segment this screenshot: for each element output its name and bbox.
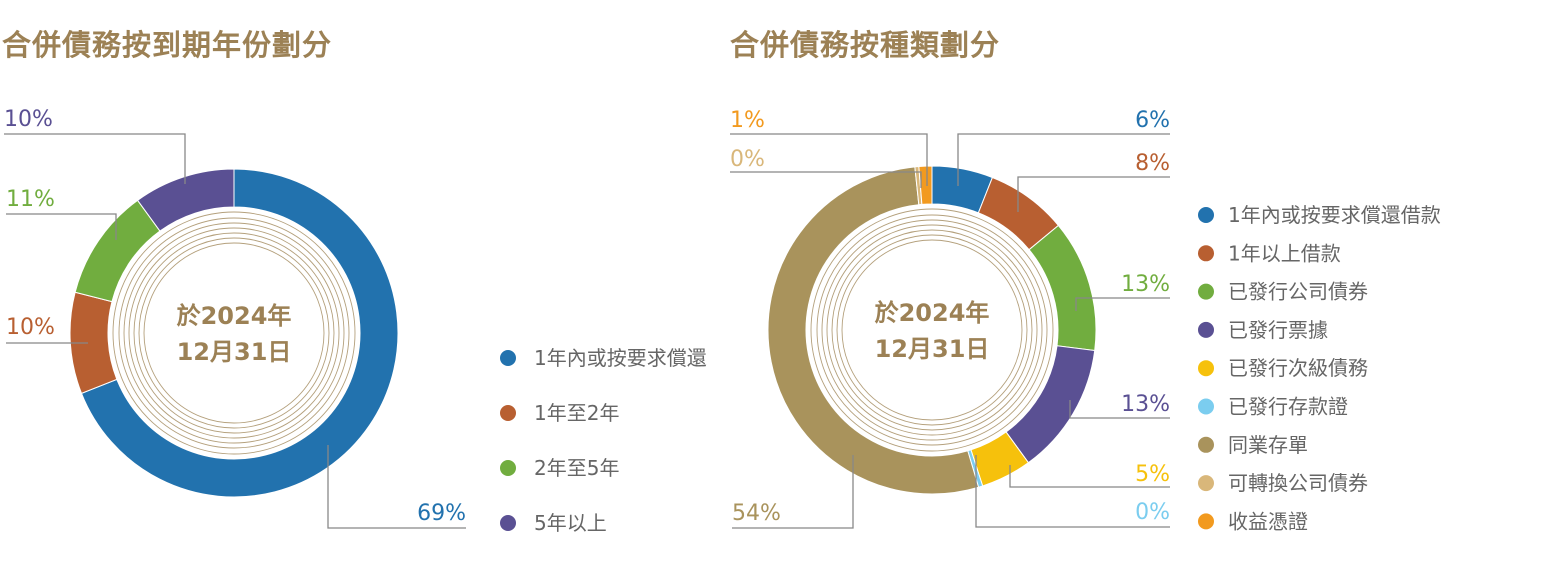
center-label-1-line-2: 12月31日 [177,338,292,366]
center-label-1-line-1: 於2024年 [177,302,292,330]
legend-label-1-0: 1年內或按要求償還 [534,346,707,370]
chart-title-maturity: 合併債務按到期年份劃分 [2,28,333,62]
leader-line-2-5 [975,455,1170,528]
legend-1: 1年內或按要求償還 1年至2年 2年至5年 5年以上 [500,346,707,535]
leader-line-2-8 [730,133,928,186]
pct-label-1-1: 10% [6,315,55,340]
legend-label-2-5: 已發行存款證 [1228,395,1348,419]
legend-swatch-2-4 [1198,360,1214,377]
leader-line-2-7 [730,171,922,188]
leader-line-1-0 [327,445,466,529]
pct-label-2-7: 0% [730,147,765,172]
legend-label-1-3: 5年以上 [534,511,607,535]
legend-2: 1年內或按要求償還借款 1年以上借款已發行公司債券已發行票據已發行次級債務已發行存… [1198,203,1441,533]
donut-2-slice-8 [918,165,933,205]
leader-line-1-3 [4,133,186,184]
center-rings-2 [810,208,1054,452]
legend-label-2-6: 同業存單 [1228,433,1308,457]
legend-label-2-2: 已發行公司債券 [1228,280,1368,304]
legend-swatch-2-2 [1198,283,1214,300]
legend-swatch-2-8 [1198,513,1214,530]
leader-line-2-1 [1017,176,1170,212]
legend-swatch-2-6 [1198,436,1214,453]
legend-swatch-2-5 [1198,398,1214,415]
pct-label-2-1: 8% [1135,151,1170,176]
legend-label-2-1: 1年以上借款 [1228,241,1341,265]
donut-1-slice-3 [136,168,235,232]
legend-swatch-2-1 [1198,245,1214,262]
donut-1-slice-2 [74,199,161,303]
leader-line-1-2 [6,213,117,240]
donut-2-slice-6 [767,166,980,495]
legend-swatch-2-0 [1198,207,1214,223]
chart-title-type: 合併債務按種類劃分 [730,28,1001,62]
legend-swatch-1-2 [500,460,516,476]
donut-chart-2: 於2024年 12月31日 6% 8% 13% 13% 5% 0% 54% 0% 1% 1年內或按要求… [730,108,1441,533]
leader-line-2-2 [1075,297,1170,311]
pct-label-2-3: 13% [1121,392,1170,417]
legend-label-1-1: 1年至2年 [534,401,619,425]
legend-label-2-7: 可轉換公司債券 [1228,471,1368,495]
legend-swatch-1-3 [500,515,516,531]
pct-label-2-2: 13% [1121,272,1170,297]
pct-label-2-5: 0% [1135,500,1170,525]
legend-label-2-4: 已發行次級債務 [1228,356,1368,380]
legend-label-1-2: 2年至5年 [534,456,619,480]
leader-line-2-6 [732,455,854,529]
pct-label-1-0: 69% [417,501,466,526]
pct-label-2-0: 6% [1135,108,1170,133]
pct-label-1-3: 10% [4,107,53,132]
legend-swatch-1-1 [500,405,516,421]
legend-swatch-2-7 [1198,475,1214,492]
legend-label-2-3: 已發行票據 [1228,318,1328,342]
center-label-2-line-2: 12月31日 [875,335,990,363]
leader-line-2-4 [1009,465,1170,488]
center-rings-1 [112,211,356,455]
donut-chart-1: 於2024年 12月31日 69% 10% 11% 10% 1年內或按要求償還 1年至2年 2年… [4,107,707,535]
leader-line-2-0 [957,133,1170,186]
pct-label-2-8: 1% [730,108,765,133]
leader-line-2-3 [1069,400,1170,419]
legend-label-2-8: 收益憑證 [1228,509,1308,533]
pct-label-2-6: 54% [732,501,781,526]
legend-label-2-0: 1年內或按要求償還借款 [1228,203,1441,227]
pct-label-2-4: 5% [1135,462,1170,487]
center-label-2-line-1: 於2024年 [875,299,990,327]
legend-swatch-1-0 [500,350,516,366]
pct-label-1-2: 11% [6,187,55,212]
donut-1-slice-0 [80,168,399,498]
legend-swatch-2-3 [1198,321,1214,338]
